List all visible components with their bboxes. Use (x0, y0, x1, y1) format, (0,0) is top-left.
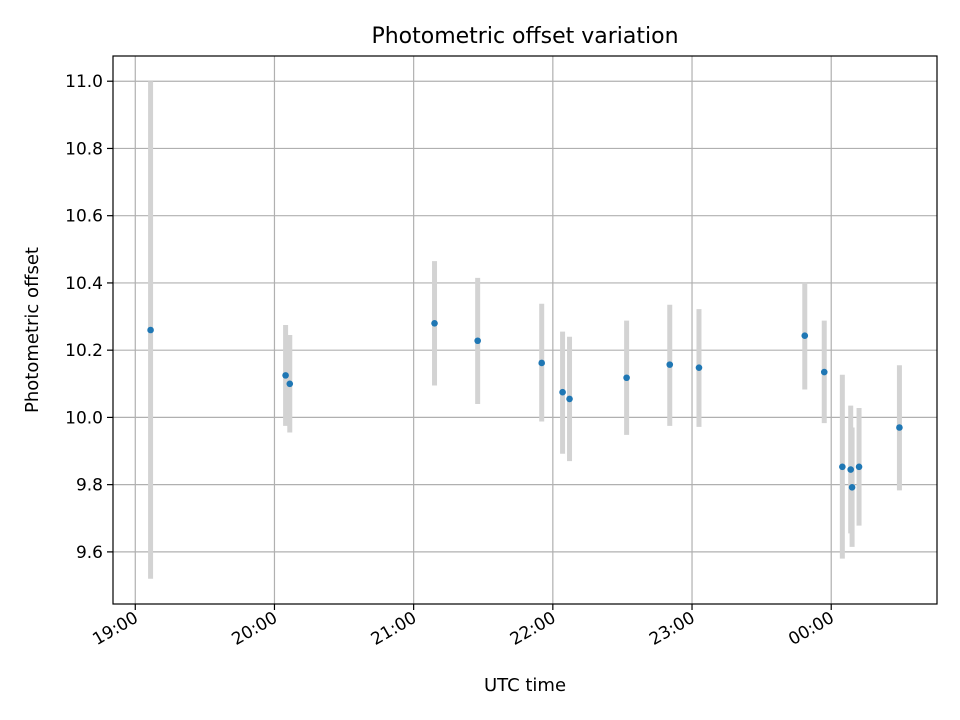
y-axis-ticks: 9.6 9.8 10.0 10.2 10.4 10.6 10.8 11.0 (65, 72, 113, 563)
y-tick-label: 9.6 (76, 543, 103, 563)
data-points (147, 319, 903, 491)
data-point (896, 424, 903, 431)
data-point (839, 463, 846, 471)
grid (113, 56, 937, 604)
y-axis-label: Photometric offset (22, 247, 43, 413)
plot-frame (112, 55, 938, 605)
data-point (282, 372, 289, 379)
data-point (847, 466, 855, 473)
y-tick-label: 11.0 (65, 72, 103, 92)
y-tick-label: 10.4 (65, 274, 103, 294)
y-tick-label: 10.0 (65, 408, 103, 428)
chart-title: Photometric offset variation (371, 24, 678, 49)
data-point (538, 359, 546, 367)
data-point (147, 326, 154, 334)
data-point (559, 388, 566, 396)
data-point (855, 463, 863, 471)
data-point (431, 319, 438, 327)
data-point (474, 337, 481, 345)
data-point (286, 380, 294, 388)
y-tick-label: 9.8 (76, 476, 103, 496)
data-point (666, 361, 674, 368)
data-point (801, 332, 809, 340)
data-point (820, 368, 828, 376)
data-point (848, 484, 856, 491)
data-point (566, 395, 573, 403)
data-point (695, 364, 703, 371)
x-axis-label: UTC time (484, 675, 566, 696)
y-tick-label: 10.8 (65, 139, 103, 159)
y-tick-label: 10.6 (65, 207, 103, 227)
y-tick-label: 10.2 (65, 341, 103, 361)
data-point (623, 374, 630, 382)
